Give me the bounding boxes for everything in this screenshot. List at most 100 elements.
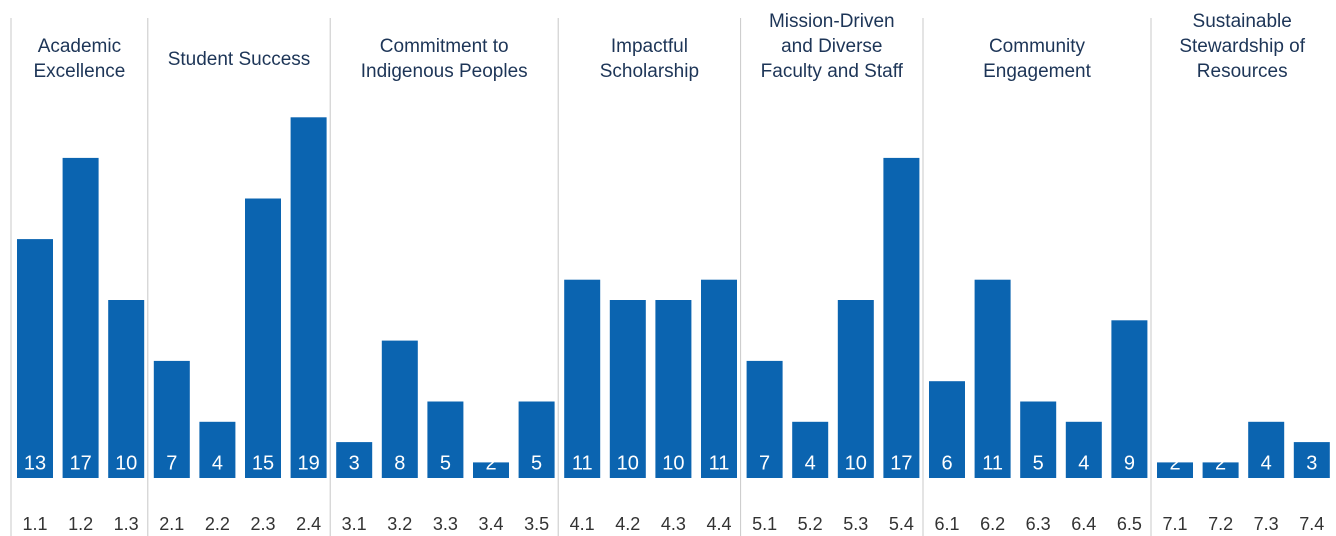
value-label: 11 [572,452,593,474]
value-label: 2 [1169,452,1180,474]
group-title: Resources [1197,61,1288,82]
group-title: Academic [38,36,121,57]
category-label: 3.2 [387,514,412,534]
category-label: 7.1 [1162,514,1187,534]
value-label: 10 [617,452,639,474]
category-label: 3.5 [524,514,549,534]
value-label: 10 [662,452,684,474]
bar [290,117,327,479]
group-title: Faculty and Staff [761,61,904,82]
bar [62,157,99,478]
category-label: 2.3 [250,514,275,534]
category-label: 4.2 [615,514,640,534]
bar [746,360,783,478]
category-label: 5.2 [798,514,823,534]
group-title: Indigenous Peoples [361,61,528,82]
bar [381,340,418,478]
value-label: 2 [1215,452,1226,474]
bar [17,239,53,478]
bar [1157,462,1193,478]
category-label: 7.4 [1299,514,1324,534]
value-label: 5 [440,452,451,474]
bar [518,401,555,478]
value-label: 6 [941,452,952,474]
bar [701,279,737,478]
category-label: 6.5 [1117,514,1142,534]
bar [1111,320,1148,478]
value-label: 2 [485,452,496,474]
bar [883,157,920,478]
bar [336,442,373,478]
value-label: 13 [24,452,46,474]
bar [1065,421,1102,478]
group-title: Community [989,36,1086,57]
category-label: 1.2 [68,514,93,534]
group-title: Mission-Driven [769,11,895,32]
value-label: 8 [394,452,405,474]
group-title: Sustainable [1193,11,1292,32]
category-label: 2.2 [205,514,230,534]
value-label: 7 [759,452,770,474]
bar [974,279,1011,478]
value-label: 4 [1261,452,1272,474]
category-label: 5.1 [752,514,777,534]
category-label: 1.3 [114,514,139,534]
category-label: 2.1 [159,514,184,534]
bar [792,421,829,478]
category-label: 7.2 [1208,514,1233,534]
value-label: 11 [982,452,1003,474]
bar [929,381,965,478]
bar [245,198,281,478]
category-label: 5.4 [889,514,914,534]
value-label: 11 [709,452,730,474]
bar [837,300,874,478]
value-label: 5 [531,452,542,474]
category-label: 4.3 [661,514,686,534]
group-title: Student Success [168,49,311,70]
value-label: 10 [115,452,137,474]
bar [1020,401,1057,478]
category-label: 7.3 [1254,514,1279,534]
bar [199,421,236,478]
group-title: Excellence [33,61,125,82]
category-label: 5.3 [843,514,868,534]
value-label: 10 [845,452,867,474]
value-label: 17 [890,452,912,474]
group-title: Stewardship of [1179,36,1305,57]
group-title: Commitment to [380,36,509,57]
bar [1202,462,1239,478]
category-label: 6.1 [934,514,959,534]
category-label: 6.2 [980,514,1005,534]
category-label: 4.4 [706,514,731,534]
value-label: 19 [297,452,319,474]
category-label: 1.1 [22,514,47,534]
bar [153,360,190,478]
group-title: Scholarship [600,61,699,82]
value-label: 4 [805,452,816,474]
category-label: 2.4 [296,514,321,534]
bar [427,401,464,478]
value-label: 7 [166,452,177,474]
value-label: 15 [252,452,274,474]
category-label: 6.3 [1026,514,1051,534]
value-label: 3 [349,452,360,474]
bar [1293,442,1330,478]
group-title: Engagement [983,61,1091,82]
category-label: 3.3 [433,514,458,534]
value-label: 17 [69,452,91,474]
value-label: 3 [1306,452,1317,474]
value-label: 5 [1033,452,1044,474]
category-label: 6.4 [1071,514,1096,534]
value-label: 4 [212,452,223,474]
category-label: 3.4 [478,514,503,534]
bar [609,300,646,478]
bar [564,279,601,478]
category-label: 4.1 [570,514,595,534]
bar [473,462,509,478]
value-label: 9 [1124,452,1135,474]
category-label: 3.1 [342,514,367,534]
bar [108,300,145,478]
bar [1248,421,1285,478]
group-title: Impactful [611,36,688,57]
